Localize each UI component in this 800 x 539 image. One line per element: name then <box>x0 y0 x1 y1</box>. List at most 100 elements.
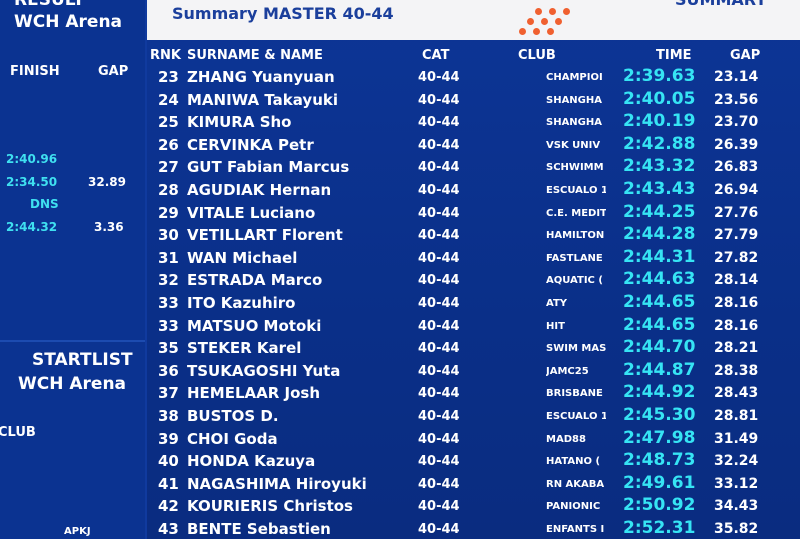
time: 2:47.98 <box>623 427 696 448</box>
category: 40-44 <box>418 318 460 334</box>
category: 40-44 <box>418 250 460 266</box>
rank: 30 <box>158 226 179 245</box>
category: 40-44 <box>418 386 460 402</box>
category: 40-44 <box>418 341 460 357</box>
time: 2:45.30 <box>623 405 696 425</box>
gap: 28.16 <box>714 317 759 334</box>
category: 40-44 <box>418 363 460 379</box>
athlete-name: STEKER Karel <box>187 339 302 358</box>
rank: 29 <box>158 203 179 222</box>
time: 2:44.65 <box>623 314 696 335</box>
divider <box>0 340 145 342</box>
left-panel: RESULT WCH Arena FINISH GAP 2:40.96 2:34… <box>0 0 147 539</box>
category: 40-44 <box>418 92 460 108</box>
gap: 27.79 <box>714 227 759 244</box>
rank: 27 <box>158 158 179 177</box>
category: 40-44 <box>418 431 460 447</box>
rank: 32 <box>158 271 179 290</box>
athlete-name: BUSTOS D. <box>187 407 279 425</box>
time: 2:44.65 <box>623 292 696 312</box>
result-venue: WCH Arena <box>14 12 123 32</box>
gap: 28.16 <box>714 295 759 311</box>
header-right-title: SUMMARY <box>675 0 767 9</box>
athlete-name: WAN Michael <box>187 248 298 267</box>
time: 2:50.92 <box>623 495 696 516</box>
finish-time: DNS <box>30 197 59 211</box>
time: 2:43.43 <box>623 179 696 199</box>
gap: 28.14 <box>714 272 759 289</box>
logo-dot <box>547 28 554 35</box>
club: SCHWIMM <box>546 162 604 174</box>
category: 40-44 <box>418 70 460 85</box>
gap: 26.39 <box>714 136 759 153</box>
time: 2:44.70 <box>623 337 696 358</box>
column-header: RNK <box>150 48 181 63</box>
category: 40-44 <box>418 228 460 244</box>
finish-time: 2:34.50 <box>6 175 58 189</box>
gap: 28.81 <box>714 408 759 424</box>
rank: 38 <box>158 407 179 425</box>
gap: 26.94 <box>714 182 759 198</box>
club: AQUATIC ( <box>546 275 603 287</box>
club: HIT <box>546 320 565 332</box>
rank: 41 <box>158 474 179 493</box>
time: 2:44.31 <box>623 246 696 267</box>
club: FASTLANE <box>546 252 603 264</box>
club: PANIONIC <box>546 501 601 513</box>
athlete-name: ITO Kazuhiro <box>187 294 296 312</box>
rank: 26 <box>158 135 179 154</box>
rank: 37 <box>158 384 179 403</box>
finish-time: 2:44.32 <box>6 220 58 234</box>
club: BRISBANE <box>546 388 603 400</box>
logo-dot <box>519 28 526 35</box>
gap: 34.43 <box>714 498 759 515</box>
rank: 33 <box>158 316 179 335</box>
category: 40-44 <box>418 476 460 492</box>
time: 2:44.87 <box>623 359 696 380</box>
gap-header: GAP <box>98 64 129 79</box>
club: C.E. MEDIT <box>546 207 606 219</box>
athlete-name: CHOI Goda <box>187 429 278 448</box>
category: 40-44 <box>418 205 460 221</box>
time: 2:52.31 <box>623 518 696 538</box>
club: MAD88 <box>546 433 586 445</box>
club: VSK UNIV <box>546 139 601 151</box>
athlete-name: VITALE Luciano <box>187 203 316 222</box>
rank: 33 <box>158 294 179 312</box>
startlist-title: STARTLIST <box>32 350 133 370</box>
gap: 28.38 <box>714 362 759 379</box>
rank: 42 <box>158 497 179 516</box>
logo-dot <box>555 18 562 25</box>
athlete-name: BENTE Sebastien <box>187 520 331 538</box>
club: SHANGHA <box>546 117 602 129</box>
category: 40-44 <box>418 137 460 153</box>
time: 2:44.63 <box>623 269 696 290</box>
gap: 27.82 <box>714 249 759 266</box>
time: 2:39.63 <box>623 66 696 86</box>
athlete-name: KIMURA Sho <box>187 113 292 132</box>
time: 2:44.28 <box>623 224 696 245</box>
startlist-venue: WCH Arena <box>18 374 127 394</box>
club: RN AKABA <box>546 478 605 490</box>
rank: 25 <box>158 113 179 132</box>
gap: 23.56 <box>714 91 759 108</box>
logo-dot <box>541 18 548 25</box>
athlete-name: CERVINKA Petr <box>187 135 314 154</box>
category: 40-44 <box>418 160 460 176</box>
rank: 31 <box>158 248 179 267</box>
athlete-name: HEMELAAR Josh <box>187 384 321 403</box>
athlete-name: AGUDIAK Hernan <box>187 181 332 199</box>
column-header: GAP <box>730 48 761 63</box>
category: 40-44 <box>418 499 460 515</box>
column-header: CAT <box>422 48 450 63</box>
column-header: TIME <box>656 48 692 63</box>
finish-gap: 3.36 <box>94 220 124 234</box>
gap: 27.76 <box>714 204 759 221</box>
athlete-name: VETILLART Florent <box>187 226 343 245</box>
category: 40-44 <box>418 296 460 311</box>
gap: 33.12 <box>714 475 759 492</box>
gap: 28.21 <box>714 340 759 357</box>
gap: 32.24 <box>714 453 759 470</box>
time: 2:43.32 <box>623 156 696 177</box>
